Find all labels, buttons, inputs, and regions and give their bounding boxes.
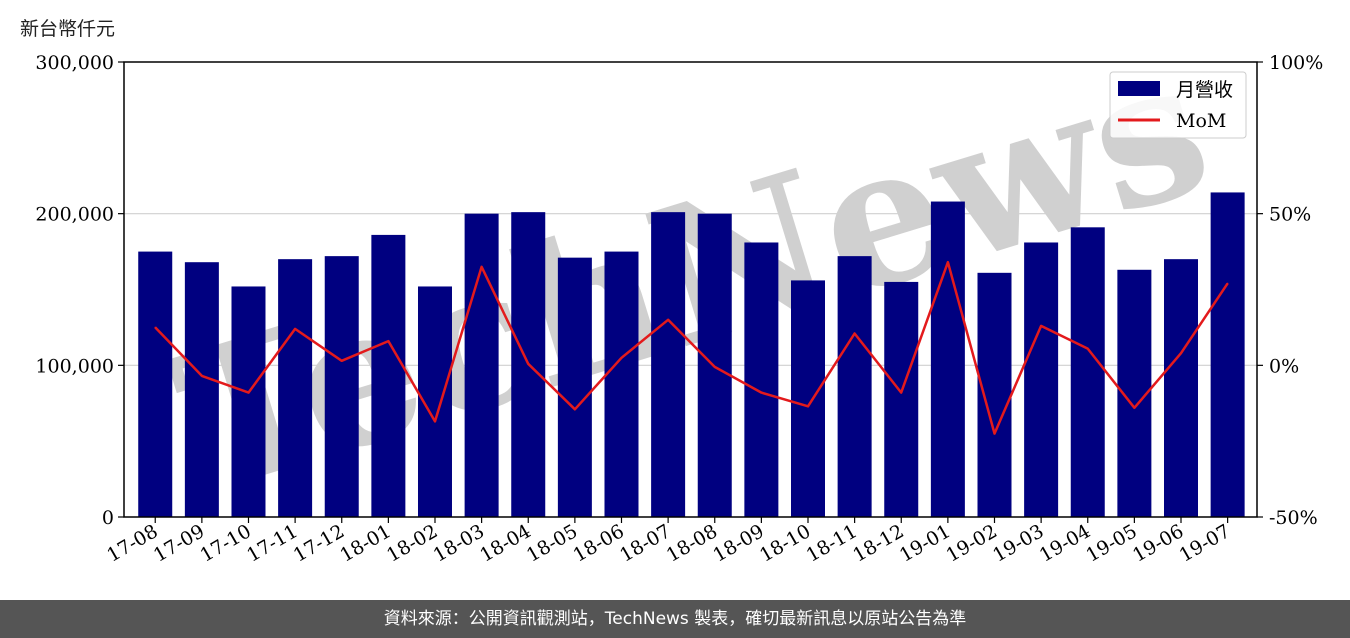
revenue-chart: TechNews 0 100,000 200,000 300,000 -50% 0% 50… <box>35 13 1323 567</box>
legend: 月營收 MoM <box>1109 71 1247 139</box>
x-axis: 17-0817-0917-1017-1117-1218-0118-0218-03… <box>103 517 1234 567</box>
mom-point <box>527 363 530 365</box>
mom-point <box>947 261 949 264</box>
bar <box>1070 227 1105 518</box>
mom-point <box>340 359 343 362</box>
source-footer: 資料來源：公開資訊觀測站，TechNews 製表，確切最新訊息以原站公告為準 <box>0 600 1350 638</box>
bar <box>604 251 639 518</box>
bar <box>324 256 359 517</box>
bar <box>1210 192 1245 517</box>
x-tick-label: 19-07 <box>1176 520 1234 566</box>
bar <box>651 212 686 517</box>
x-tick-label: 19-03 <box>989 520 1047 566</box>
mom-point <box>760 391 763 394</box>
bar <box>790 280 825 517</box>
x-tick-label: 18-06 <box>570 520 628 566</box>
plot-frame <box>123 61 1258 518</box>
mom-line <box>154 260 1229 435</box>
x-tick-label: 18-05 <box>523 520 581 566</box>
x-tick-label: 18-01 <box>336 520 394 566</box>
x-tick-label: 19-05 <box>1082 520 1140 566</box>
x-tick-label: 18-09 <box>709 520 767 566</box>
bar <box>138 251 173 518</box>
bar <box>837 256 872 517</box>
mom-point <box>900 391 903 394</box>
legend-bar-label: 月營收 <box>1176 79 1233 101</box>
mom-point <box>574 408 576 411</box>
right-tick-label: 0% <box>1269 355 1299 377</box>
x-tick-label: 18-10 <box>756 520 814 566</box>
left-tick-label: 100,000 <box>35 355 114 377</box>
mom-point <box>387 340 390 342</box>
bar <box>464 213 499 517</box>
mom-point <box>713 366 716 368</box>
y-axis-unit-label: 新台幣仟元 <box>20 18 116 40</box>
mom-point <box>201 375 203 377</box>
mom-point <box>1040 325 1042 327</box>
bar <box>371 234 406 517</box>
bar <box>1024 242 1059 517</box>
x-tick-label: 19-02 <box>943 520 1001 566</box>
bar <box>977 272 1012 517</box>
legend-line-label: MoM <box>1176 110 1226 132</box>
bar <box>884 281 919 517</box>
x-tick-label: 18-08 <box>663 520 721 566</box>
x-tick-label: 19-01 <box>896 520 954 566</box>
legend-bar-swatch <box>1118 81 1160 96</box>
left-tick-label: 0 <box>102 507 114 529</box>
mom-point <box>807 405 809 408</box>
mom-point <box>853 332 856 335</box>
right-y-axis: -50% 0% 50% 100% <box>1257 52 1323 529</box>
right-tick-label: 100% <box>1269 52 1323 74</box>
right-tick-label: 50% <box>1269 204 1311 226</box>
x-tick-label: 17-12 <box>290 520 348 566</box>
mom-point <box>1180 352 1182 355</box>
mom-point <box>247 391 250 394</box>
mom-point <box>294 328 296 330</box>
mom-point <box>434 420 436 423</box>
mom-point <box>1226 282 1229 285</box>
x-tick-label: 18-07 <box>616 520 674 566</box>
x-tick-label: 19-04 <box>1036 520 1094 566</box>
bar <box>930 201 965 518</box>
bar-series <box>138 192 1245 518</box>
left-y-axis: 0 100,000 200,000 300,000 <box>35 52 124 529</box>
grid-lines <box>124 213 1257 366</box>
x-tick-label: 18-11 <box>803 520 861 566</box>
x-tick-label: 17-09 <box>150 520 208 566</box>
x-tick-label: 18-02 <box>383 520 441 566</box>
x-tick-label: 18-04 <box>476 520 534 566</box>
mom-point <box>1086 347 1089 350</box>
left-tick-label: 300,000 <box>35 52 114 74</box>
mom-line-series <box>154 260 1229 435</box>
x-tick-label: 17-11 <box>243 520 301 566</box>
watermark-logo: TechNews <box>153 13 1231 536</box>
mom-point <box>154 326 157 329</box>
mom-point <box>993 432 996 435</box>
bar <box>278 259 313 517</box>
x-tick-label: 19-06 <box>1129 520 1187 566</box>
bar <box>744 242 779 517</box>
mom-point <box>620 356 623 359</box>
x-tick-label: 18-03 <box>430 520 488 566</box>
bar <box>557 257 592 517</box>
bar <box>231 286 266 517</box>
left-tick-label: 200,000 <box>35 204 114 226</box>
bar <box>184 262 219 517</box>
mom-point <box>1133 407 1136 409</box>
right-tick-label: -50% <box>1269 507 1318 529</box>
mom-point <box>667 319 669 321</box>
bar <box>1164 259 1199 517</box>
mom-point <box>480 265 483 268</box>
x-tick-label: 18-12 <box>849 520 907 566</box>
